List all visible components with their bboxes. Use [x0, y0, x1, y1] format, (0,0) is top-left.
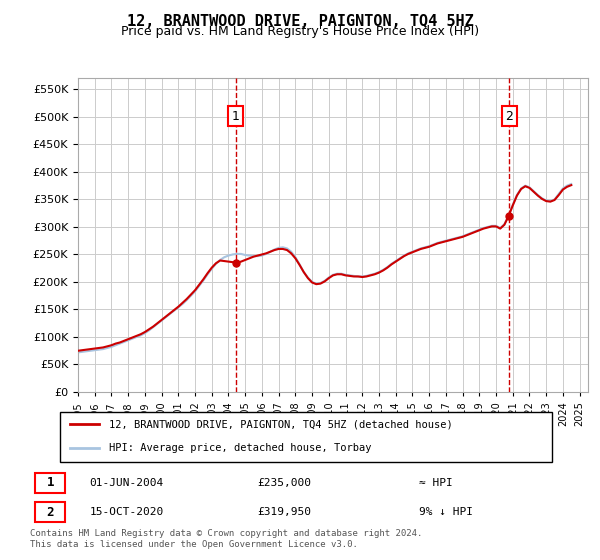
Text: 9% ↓ HPI: 9% ↓ HPI [419, 507, 473, 517]
Text: 12, BRANTWOOD DRIVE, PAIGNTON, TQ4 5HZ: 12, BRANTWOOD DRIVE, PAIGNTON, TQ4 5HZ [127, 14, 473, 29]
Text: 15-OCT-2020: 15-OCT-2020 [89, 507, 164, 517]
Text: Price paid vs. HM Land Registry's House Price Index (HPI): Price paid vs. HM Land Registry's House … [121, 25, 479, 38]
Text: £235,000: £235,000 [257, 478, 311, 488]
Text: 1: 1 [232, 110, 239, 123]
Text: 1: 1 [47, 476, 54, 489]
Text: 01-JUN-2004: 01-JUN-2004 [89, 478, 164, 488]
Text: 12, BRANTWOOD DRIVE, PAIGNTON, TQ4 5HZ (detached house): 12, BRANTWOOD DRIVE, PAIGNTON, TQ4 5HZ (… [109, 419, 453, 429]
FancyBboxPatch shape [35, 473, 65, 493]
FancyBboxPatch shape [35, 502, 65, 522]
Text: £319,950: £319,950 [257, 507, 311, 517]
FancyBboxPatch shape [60, 412, 552, 462]
Text: 2: 2 [47, 506, 54, 519]
Text: 2: 2 [505, 110, 513, 123]
Text: ≈ HPI: ≈ HPI [419, 478, 452, 488]
Text: Contains HM Land Registry data © Crown copyright and database right 2024.
This d: Contains HM Land Registry data © Crown c… [30, 529, 422, 549]
Text: HPI: Average price, detached house, Torbay: HPI: Average price, detached house, Torb… [109, 443, 372, 453]
